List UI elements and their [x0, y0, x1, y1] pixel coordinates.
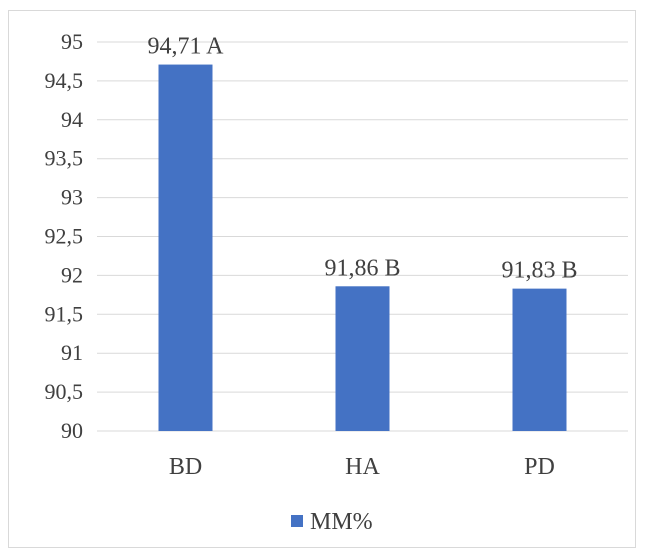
data-labels: 94,71 A 91,86 B 91,83 B	[147, 34, 577, 284]
y-tick-label: 90	[61, 418, 83, 443]
bars	[158, 64, 567, 431]
bar-pd	[512, 288, 567, 431]
bar-ha	[335, 286, 390, 431]
y-tick-label: 92,5	[45, 224, 84, 249]
legend-swatch	[291, 515, 303, 527]
y-tick-label: 92	[61, 262, 83, 287]
legend: MM%	[291, 509, 373, 535]
chart-frame	[8, 10, 636, 548]
x-category-label: BD	[169, 454, 202, 480]
y-tick-label: 90,5	[45, 379, 84, 404]
x-axis-labels: BD HA PD	[169, 454, 555, 480]
y-axis-ticks: 90 90,5 91 91,5 92 92,5 93 93,5 94 94,5 95	[45, 29, 84, 443]
x-category-label: HA	[345, 454, 380, 480]
y-tick-label: 91	[61, 340, 83, 365]
x-category-label: PD	[524, 454, 555, 480]
y-tick-label: 93	[61, 185, 83, 210]
y-tick-label: 94	[61, 107, 83, 132]
y-tick-label: 95	[61, 29, 83, 54]
y-tick-label: 93,5	[45, 146, 84, 171]
legend-label: MM%	[310, 509, 373, 535]
data-label-ha: 91,86 B	[324, 255, 400, 281]
data-label-pd: 91,83 B	[501, 258, 577, 284]
data-label-bd: 94,71 A	[147, 34, 224, 60]
y-tick-label: 94,5	[45, 68, 84, 93]
bar-bd	[158, 64, 213, 431]
y-tick-label: 91,5	[45, 301, 84, 326]
